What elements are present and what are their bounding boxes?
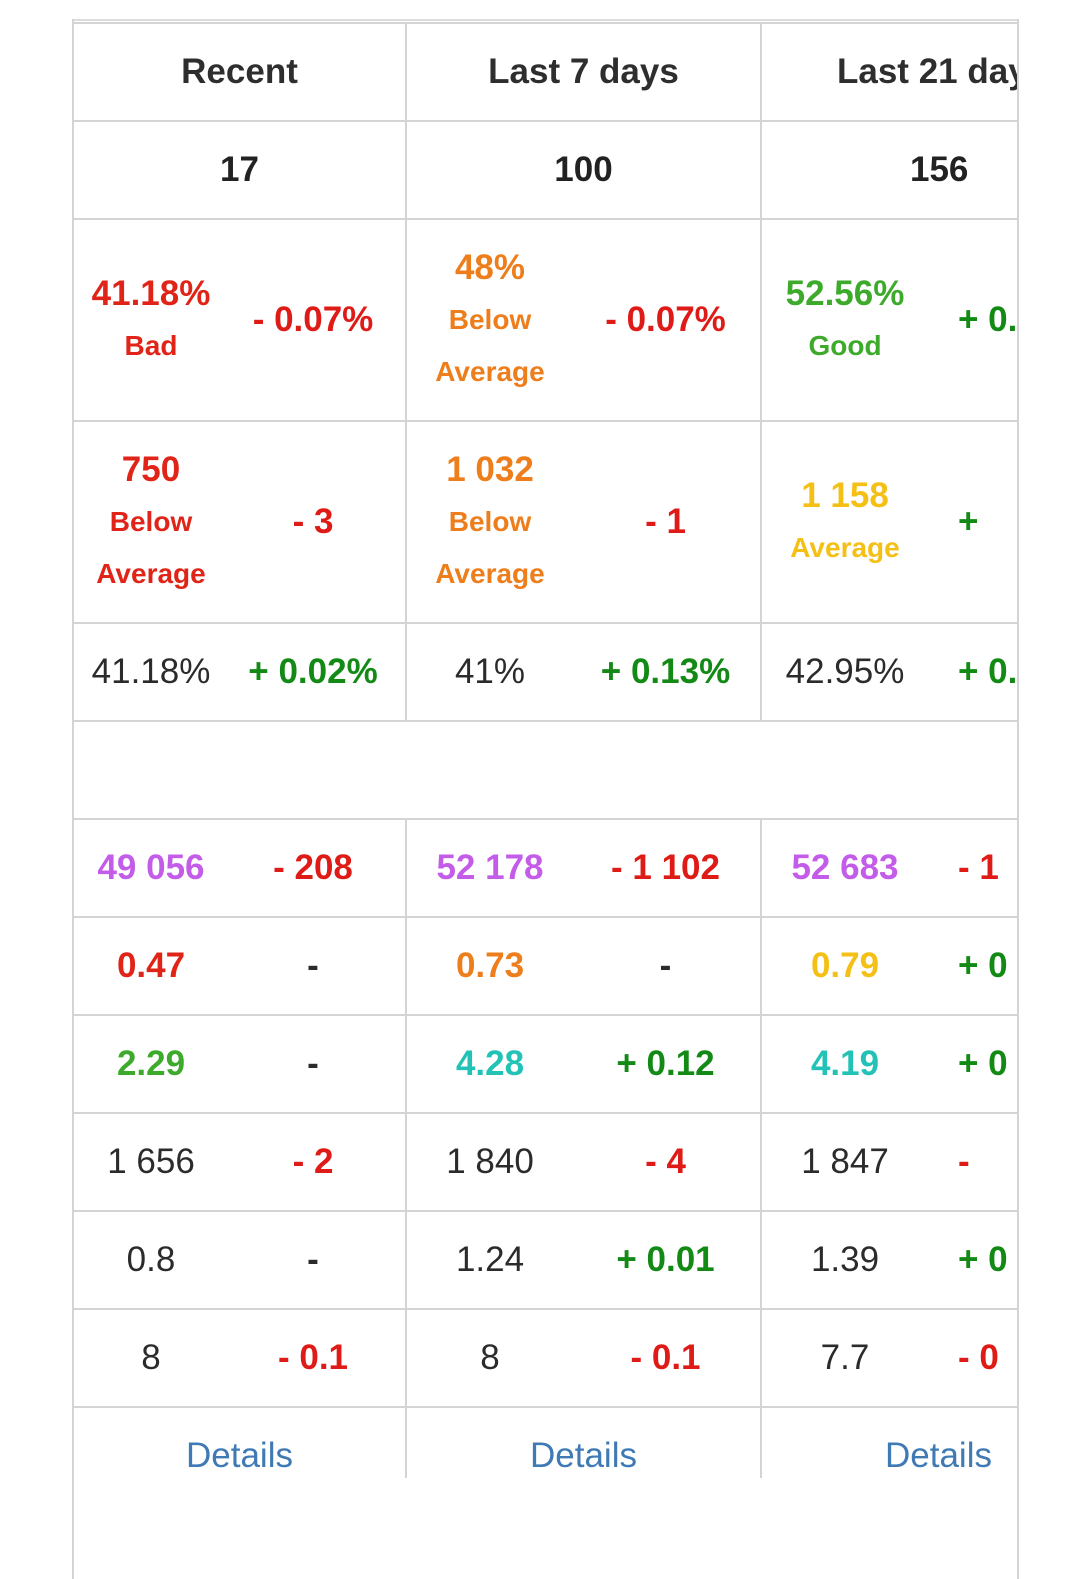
column-header-last-7-days: Last 7 days xyxy=(405,22,762,122)
count-cell: 17 xyxy=(72,120,407,220)
stat-cell: 0.8- xyxy=(72,1210,407,1310)
stat-cell: 1 840- 4 xyxy=(405,1112,762,1212)
stat-row: 0.8- 1.24 + 0.01 1.39 + 0 xyxy=(72,1210,1017,1310)
stat-row: 1 656- 2 1 840- 4 1 847- xyxy=(72,1112,1017,1212)
details-link-last-7-days[interactable]: Details xyxy=(530,1436,637,1475)
stat-cell: 8- 0.1 xyxy=(405,1308,762,1408)
stat-row: 0.47- 0.73- 0.79 + 0 xyxy=(72,916,1017,1016)
count-cell: 100 xyxy=(405,120,762,220)
stat-row: 2.29- 4.28 + 0.12 4.19 + 0 xyxy=(72,1014,1017,1114)
stat-cell: 1.24 + 0.01 xyxy=(405,1210,762,1310)
rate-delta: - 0.07% xyxy=(605,300,726,339)
stat-cell: 1.39 + 0 xyxy=(760,1210,1017,1310)
header-row: Recent Last 7 days Last 21 days xyxy=(72,22,1017,122)
stat-cell: 1 847- xyxy=(760,1112,1017,1212)
score-delta: - 1 xyxy=(645,502,686,541)
rating-label: Average xyxy=(435,558,545,589)
stat-cell: 49 056- 208 xyxy=(72,818,407,918)
score-row: 750 Below Average - 3 1 032 Below Average - … xyxy=(72,420,1017,624)
stat-cell: 4.19 + 0 xyxy=(760,1014,1017,1114)
details-link-last-21-days[interactable]: Details xyxy=(885,1436,992,1475)
stat-cell: 7.7- 0 xyxy=(760,1308,1017,1408)
stat-row: 49 056- 208 52 178- 1 102 52 683- 1 xyxy=(72,818,1017,918)
column-header-recent: Recent xyxy=(72,22,407,122)
percent-cell: 41.18% + 0.02% xyxy=(72,622,407,722)
stat-row: 8- 0.1 8- 0.1 7.7- 0 xyxy=(72,1308,1017,1408)
rating-label: Good xyxy=(808,330,882,361)
top-border xyxy=(72,19,1019,21)
count-cell: 156 xyxy=(760,120,1017,220)
stats-table: Recent Last 7 days Last 21 days 17 100 1… xyxy=(72,22,1017,1478)
percent-row: 41.18% + 0.02% 41% + 0.13% 42.95% + 0. xyxy=(72,622,1017,722)
rating-label: Average xyxy=(435,356,545,387)
details-link-recent[interactable]: Details xyxy=(186,1436,293,1475)
rate-cell: 52.56% Good + 0. xyxy=(760,218,1017,422)
rating-label: Average xyxy=(96,558,206,589)
stats-table-scroll[interactable]: Recent Last 7 days Last 21 days 17 100 1… xyxy=(72,22,1017,1478)
stat-cell: 4.28 + 0.12 xyxy=(405,1014,762,1114)
rate-delta: + 0. xyxy=(958,300,1017,339)
rating-label: Below xyxy=(448,506,532,537)
stat-cell: 0.73- xyxy=(405,916,762,1016)
spacer-row xyxy=(73,720,1017,820)
rating-label: Below xyxy=(109,506,193,537)
rate-cell: 41.18% Bad - 0.07% xyxy=(72,218,407,422)
score-cell: 1 032 Below Average - 1 xyxy=(405,420,762,624)
stat-cell: 2.29- xyxy=(72,1014,407,1114)
score-cell: 1 158 Average + xyxy=(760,420,1017,624)
column-header-last-21-days: Last 21 days xyxy=(760,22,1017,122)
stat-cell: 52 683- 1 xyxy=(760,818,1017,918)
stat-cell: 1 656- 2 xyxy=(72,1112,407,1212)
percent-cell: 41% + 0.13% xyxy=(405,622,762,722)
details-cell: Details xyxy=(405,1406,762,1478)
score-delta: - 3 xyxy=(292,502,334,541)
count-row: 17 100 156 xyxy=(72,120,1017,220)
details-cell: Details xyxy=(760,1406,1017,1478)
rating-label: Bad xyxy=(124,330,178,361)
percent-cell: 42.95% + 0. xyxy=(760,622,1017,722)
rate-cell: 48% Below Average - 0.07% xyxy=(405,218,762,422)
score-delta: + xyxy=(958,502,979,541)
score-cell: 750 Below Average - 3 xyxy=(72,420,407,624)
spacer-cell xyxy=(73,720,1017,820)
rate-delta: - 0.07% xyxy=(252,300,374,339)
stat-cell: 0.79 + 0 xyxy=(760,916,1017,1016)
rating-label: Average xyxy=(790,532,900,563)
stat-cell: 8- 0.1 xyxy=(72,1308,407,1408)
details-row: Details Details Details xyxy=(72,1406,1017,1478)
details-cell: Details xyxy=(72,1406,407,1478)
rating-label: Below xyxy=(448,304,532,335)
stat-cell: 52 178- 1 102 xyxy=(405,818,762,918)
stat-cell: 0.47- xyxy=(72,916,407,1016)
rate-row: 41.18% Bad - 0.07% 48% Below Average - 0.07… xyxy=(72,218,1017,422)
